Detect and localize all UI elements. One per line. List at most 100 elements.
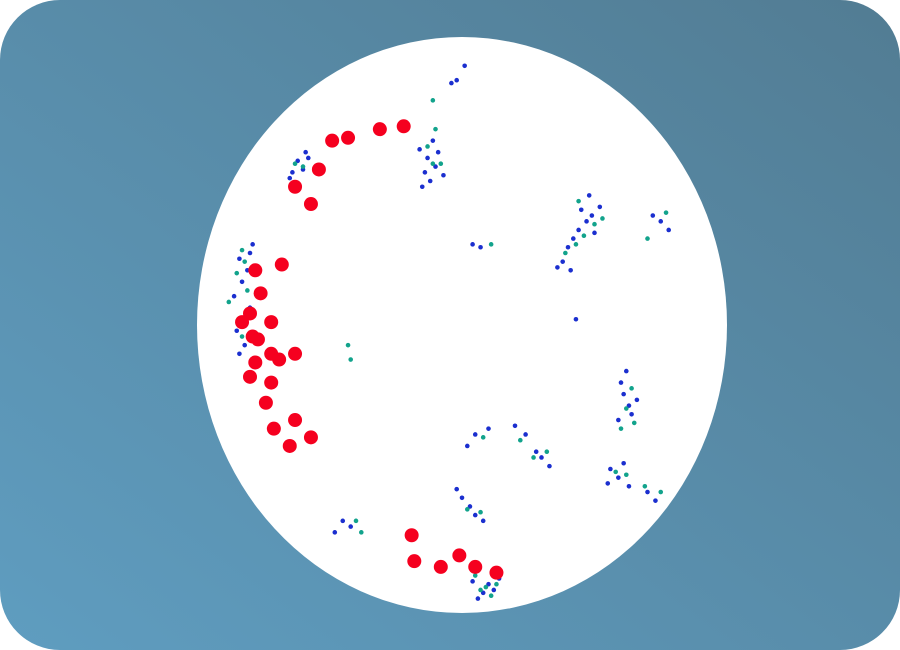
point <box>616 417 621 423</box>
point <box>345 342 351 348</box>
point <box>480 435 486 440</box>
point <box>578 207 584 213</box>
point <box>634 397 640 403</box>
point <box>480 518 486 524</box>
point <box>248 355 263 370</box>
point <box>589 213 595 218</box>
point <box>597 204 603 210</box>
point <box>250 332 265 347</box>
point <box>242 259 247 264</box>
point <box>430 138 436 143</box>
point <box>547 463 552 469</box>
point <box>631 420 637 426</box>
point <box>560 259 565 264</box>
point <box>489 565 504 580</box>
point <box>483 584 489 590</box>
point <box>475 596 481 601</box>
point <box>573 242 579 247</box>
point <box>353 518 359 524</box>
point <box>581 233 587 239</box>
point <box>563 250 568 256</box>
point <box>468 559 483 574</box>
point <box>452 548 467 563</box>
point <box>472 432 478 437</box>
point <box>288 179 303 194</box>
point <box>425 155 430 161</box>
point <box>359 530 364 535</box>
point <box>613 469 618 475</box>
point <box>425 144 430 149</box>
point <box>454 486 460 492</box>
point <box>568 267 573 273</box>
point <box>650 213 656 218</box>
point <box>488 242 494 247</box>
point <box>555 265 560 270</box>
point <box>584 219 589 224</box>
point <box>624 368 629 374</box>
point <box>235 315 250 330</box>
point <box>242 342 247 348</box>
point <box>621 460 626 466</box>
point <box>248 263 263 278</box>
point <box>303 149 308 155</box>
point <box>407 554 422 569</box>
point <box>430 98 436 103</box>
point <box>396 119 411 134</box>
point <box>264 315 279 330</box>
point <box>340 518 346 524</box>
point <box>465 443 470 449</box>
point <box>288 346 303 361</box>
point <box>472 573 478 578</box>
point <box>239 334 245 339</box>
point <box>576 227 581 233</box>
point <box>253 286 268 301</box>
point <box>449 80 454 86</box>
point <box>666 227 671 233</box>
point <box>433 126 438 132</box>
point <box>292 161 298 167</box>
point <box>462 63 467 69</box>
point <box>272 352 287 367</box>
point <box>306 155 311 161</box>
point <box>592 221 597 227</box>
point <box>616 475 621 480</box>
point <box>459 495 465 501</box>
point <box>287 175 293 181</box>
point <box>427 178 433 184</box>
point <box>435 149 441 155</box>
point <box>264 375 279 390</box>
point <box>488 593 494 599</box>
point <box>531 455 536 460</box>
point <box>226 299 232 305</box>
point <box>417 147 422 152</box>
point <box>430 161 436 167</box>
point <box>332 530 338 535</box>
point <box>518 437 523 443</box>
point <box>250 242 255 247</box>
point <box>645 236 650 241</box>
point <box>491 587 497 593</box>
point <box>237 256 242 262</box>
points <box>226 63 671 601</box>
point <box>239 247 245 253</box>
point <box>512 423 518 429</box>
point <box>282 438 297 453</box>
point <box>303 430 318 445</box>
point <box>472 512 478 518</box>
point <box>266 421 281 436</box>
point <box>441 172 446 178</box>
point <box>404 528 419 543</box>
point <box>494 581 499 587</box>
point <box>478 587 483 593</box>
point <box>544 449 550 455</box>
point <box>247 250 253 256</box>
point <box>624 472 629 478</box>
point <box>419 184 425 190</box>
point <box>290 170 295 175</box>
point <box>231 293 237 299</box>
point <box>629 411 634 417</box>
point <box>486 426 491 431</box>
point <box>658 489 664 495</box>
point <box>274 257 289 272</box>
point <box>645 489 650 495</box>
